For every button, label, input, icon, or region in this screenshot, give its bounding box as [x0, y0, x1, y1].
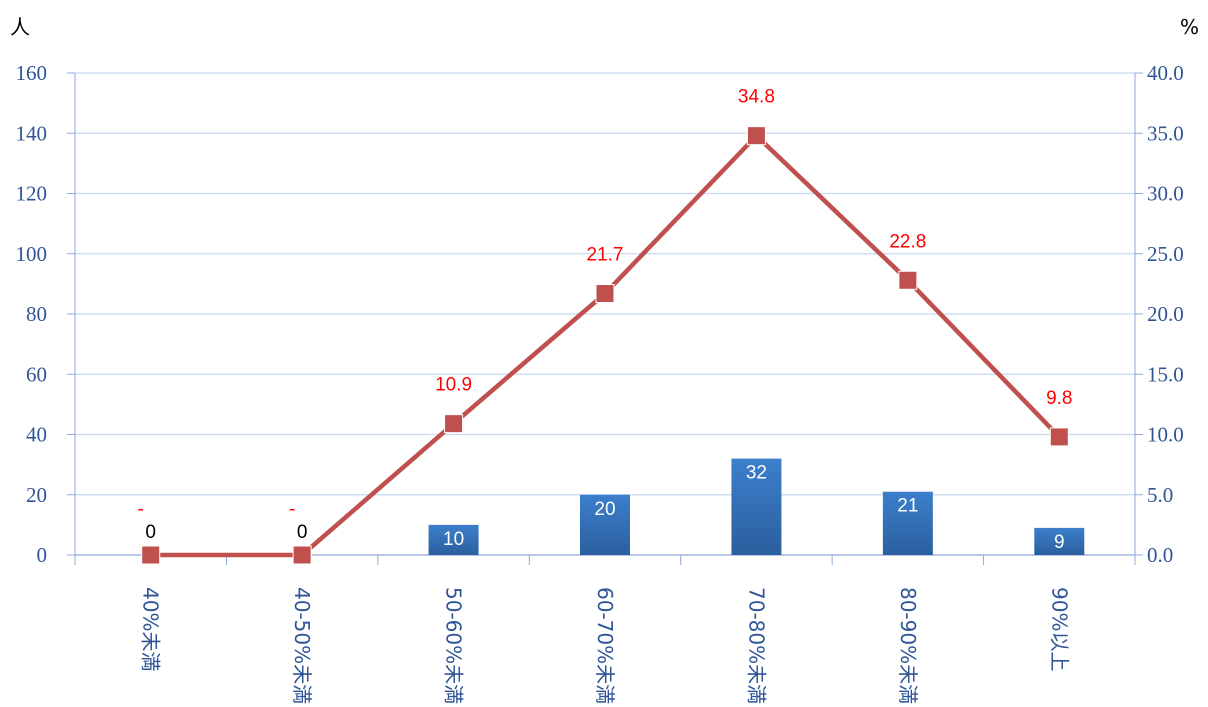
category-label: 40%未満: [139, 587, 163, 671]
bar-value-label: 9: [1054, 532, 1065, 553]
bar-value-label: 32: [746, 463, 767, 484]
line-value-label: -: [289, 499, 295, 520]
right-axis-tick-label: 0.0: [1147, 543, 1173, 567]
axes: 0204060801001201401600.05.010.015.020.02…: [16, 61, 1184, 704]
data-labels: 0 0 10 20 32 21 9 - - 10.9 21.7 34.8 22.8 9.8: [138, 87, 1073, 553]
left-axis-tick-label: 60: [26, 362, 47, 386]
left-axis-tick-label: 100: [16, 242, 48, 266]
category-label: 70-80%未満: [744, 587, 768, 704]
right-axis-unit: %: [1180, 15, 1199, 39]
line-value-label: 22.8: [889, 231, 926, 252]
bar: [882, 491, 933, 555]
bar-value-label: 0: [145, 522, 156, 543]
right-axis-tick-label: 35.0: [1147, 121, 1184, 145]
category-label: 80-90%未満: [896, 587, 920, 704]
bar: [428, 524, 479, 555]
left-axis-tick-label: 160: [16, 61, 48, 85]
line-marker: [898, 270, 918, 290]
gridlines: [75, 72, 1135, 496]
right-axis-tick-label: 10.0: [1147, 423, 1184, 447]
right-axis-tick-label: 30.0: [1147, 182, 1184, 206]
right-axis-tick-label: 25.0: [1147, 242, 1184, 266]
bar-value-label: 20: [594, 499, 615, 520]
right-axis-tick-label: 40.0: [1147, 61, 1184, 85]
line-value-label: 9.8: [1046, 388, 1072, 409]
line-marker: [595, 284, 615, 304]
line-value-label: 34.8: [738, 87, 775, 108]
line-marker: [1049, 427, 1069, 447]
right-axis-tick-label: 15.0: [1147, 362, 1184, 386]
bar: [1034, 527, 1085, 555]
line-marker: [444, 414, 464, 434]
line-marker: [141, 545, 161, 565]
left-axis-tick-label: 0: [37, 543, 48, 567]
bar: [580, 494, 630, 555]
line-value-label: -: [138, 499, 144, 520]
right-axis-tick-label: 5.0: [1147, 483, 1173, 507]
left-axis-tick-label: 40: [26, 423, 47, 447]
category-label: 50-60%未満: [442, 587, 466, 704]
category-label: 90%以上: [1047, 587, 1071, 671]
left-axis-tick-label: 140: [16, 121, 48, 145]
line-value-label: 10.9: [435, 375, 472, 396]
right-axis-tick-label: 20.0: [1147, 302, 1184, 326]
left-axis-tick-label: 20: [26, 483, 47, 507]
category-label: 60-70%未満: [593, 587, 617, 704]
line-marker: [746, 126, 766, 146]
bar-value-label: 21: [897, 496, 918, 517]
category-label: 40-50%未満: [290, 587, 314, 704]
left-axis-tick-label: 80: [26, 302, 47, 326]
bar-series: [428, 458, 1085, 555]
line-series: [141, 126, 1069, 565]
bar-value-label: 10: [443, 529, 464, 550]
line-marker: [292, 545, 312, 565]
left-axis-tick-label: 120: [16, 182, 48, 206]
left-axis-unit: 人: [10, 15, 30, 39]
bar-value-label: 0: [297, 522, 308, 543]
line-value-label: 21.7: [587, 245, 624, 266]
bar: [731, 458, 782, 555]
